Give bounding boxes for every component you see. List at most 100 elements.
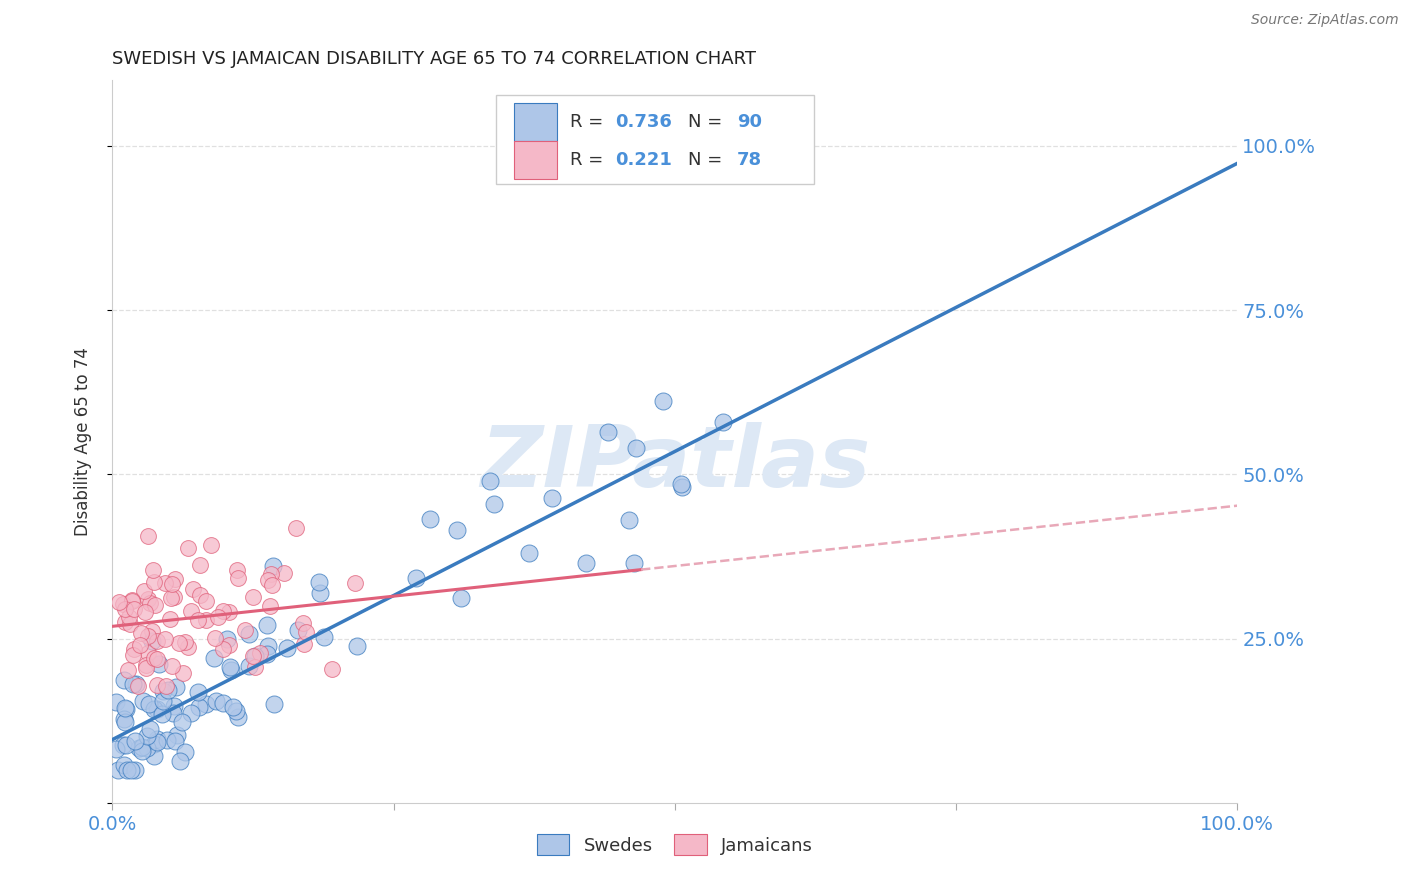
Point (143, 651, 166, 665)
Point (138, 697, 160, 711)
Point (205, 694, 228, 708)
Point (623, 556, 645, 570)
Point (138, 722, 160, 736)
Point (450, 591, 472, 605)
Point (262, 558, 284, 573)
Text: N =: N = (689, 151, 728, 169)
Point (163, 572, 186, 586)
Point (256, 573, 278, 587)
Point (624, 441, 647, 455)
Point (148, 657, 170, 671)
Text: R =: R = (571, 113, 609, 131)
Point (219, 663, 242, 677)
Point (134, 605, 156, 619)
Point (115, 763, 138, 777)
Point (259, 567, 281, 582)
Point (187, 685, 209, 699)
Point (163, 734, 186, 748)
Point (225, 563, 247, 577)
Point (194, 613, 217, 627)
FancyBboxPatch shape (515, 141, 557, 178)
Point (160, 577, 183, 591)
Point (541, 491, 564, 505)
Point (256, 647, 278, 661)
Point (111, 738, 134, 752)
Point (181, 582, 204, 596)
Point (207, 610, 229, 624)
Point (124, 734, 146, 748)
Point (170, 714, 193, 729)
Point (129, 626, 152, 640)
Point (478, 474, 501, 488)
Text: 90: 90 (737, 113, 762, 131)
Point (120, 617, 142, 632)
Point (159, 612, 181, 626)
Point (308, 574, 330, 589)
Point (276, 640, 298, 655)
Point (114, 702, 136, 716)
Point (285, 521, 308, 535)
Point (122, 602, 145, 616)
Point (238, 627, 260, 641)
Point (215, 632, 238, 647)
Point (204, 632, 226, 646)
Point (256, 617, 278, 632)
Point (312, 630, 335, 644)
Point (292, 615, 315, 630)
Point (153, 632, 176, 646)
Point (187, 613, 209, 627)
Legend: Swedes, Jamaicans: Swedes, Jamaicans (530, 827, 820, 863)
Point (114, 701, 136, 715)
Point (484, 497, 506, 511)
Point (114, 615, 136, 630)
Point (228, 709, 250, 723)
Point (121, 677, 143, 691)
Point (617, 513, 640, 527)
Point (173, 635, 195, 649)
Point (105, 695, 128, 709)
Point (651, 393, 673, 408)
Point (128, 741, 150, 756)
Point (136, 529, 159, 543)
Point (125, 677, 148, 691)
Point (141, 624, 163, 638)
Point (112, 712, 135, 726)
Point (180, 706, 202, 720)
Point (295, 625, 318, 640)
Point (346, 639, 368, 653)
Point (180, 604, 202, 618)
Point (152, 694, 174, 708)
Point (517, 546, 540, 560)
Point (136, 591, 159, 606)
Point (190, 558, 212, 573)
FancyBboxPatch shape (496, 95, 814, 185)
Point (218, 660, 240, 674)
Point (242, 590, 264, 604)
Point (202, 651, 225, 665)
Point (233, 623, 256, 637)
Point (111, 598, 134, 612)
Point (162, 706, 184, 720)
Point (114, 738, 136, 752)
Point (405, 571, 427, 585)
Point (107, 763, 129, 777)
Point (262, 577, 284, 591)
FancyBboxPatch shape (515, 103, 557, 141)
Point (120, 763, 142, 777)
Point (108, 595, 131, 609)
Point (131, 744, 153, 758)
Point (245, 648, 267, 663)
Point (200, 538, 222, 552)
Point (167, 636, 190, 650)
Point (122, 642, 145, 657)
Point (596, 425, 619, 439)
Point (114, 714, 136, 729)
Point (146, 634, 169, 648)
Point (225, 704, 247, 718)
Point (249, 646, 271, 660)
Point (226, 571, 249, 585)
Point (222, 700, 245, 714)
Text: N =: N = (689, 113, 728, 131)
Point (145, 731, 167, 746)
Point (146, 702, 169, 716)
